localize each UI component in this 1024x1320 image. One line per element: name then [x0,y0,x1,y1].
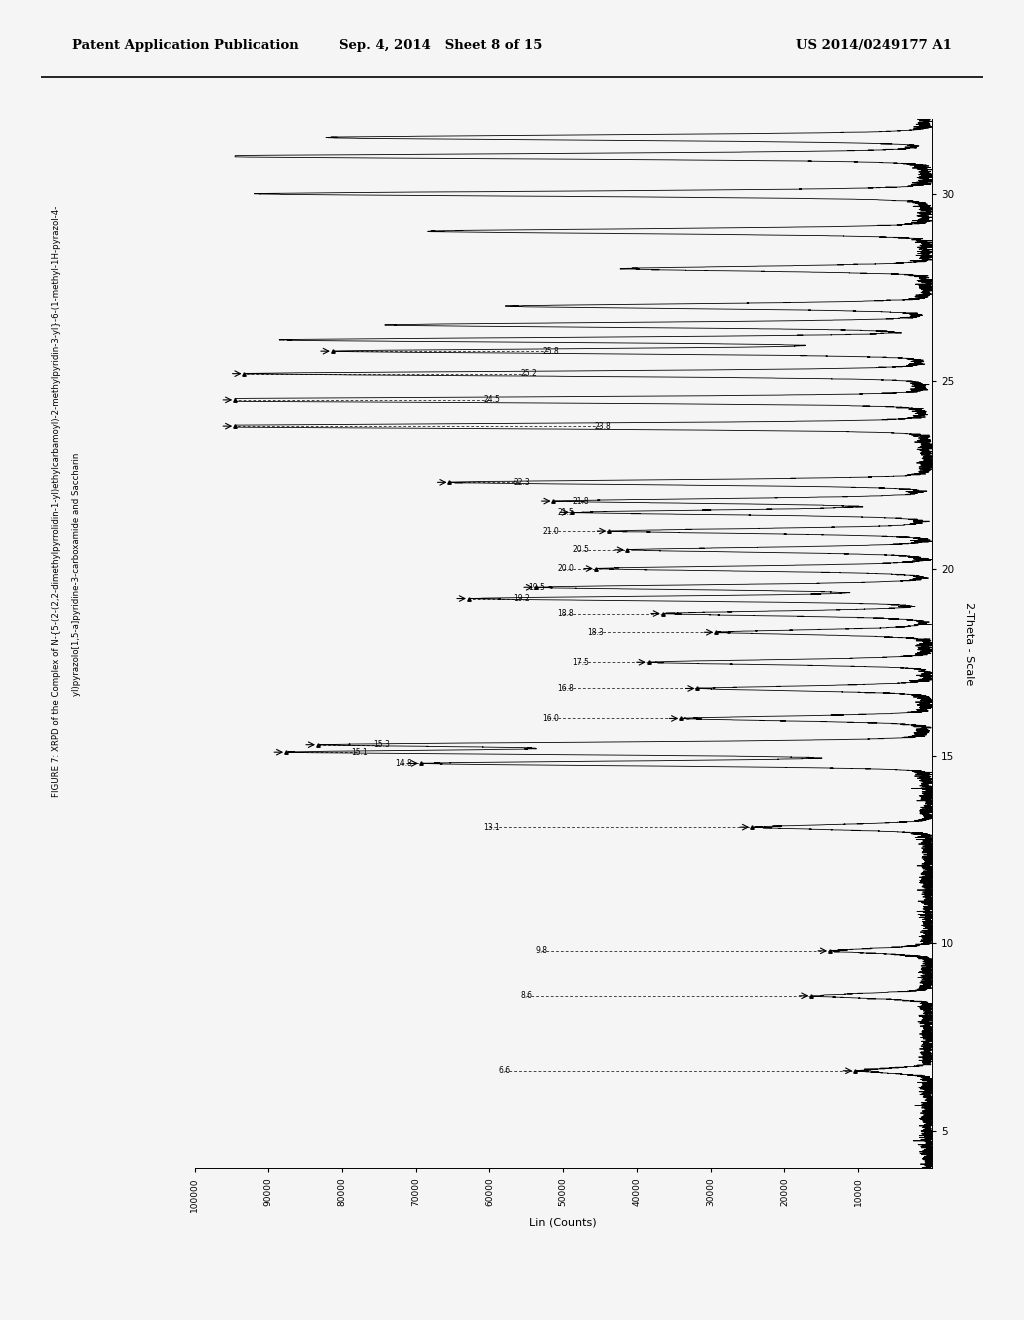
Text: 22.3: 22.3 [513,478,529,487]
Text: 9.8: 9.8 [536,946,547,956]
Text: 18.3: 18.3 [587,628,603,636]
Text: 25.8: 25.8 [543,347,559,355]
Text: 21.0: 21.0 [543,527,559,536]
Text: 19.2: 19.2 [513,594,529,603]
Text: Patent Application Publication: Patent Application Publication [72,40,298,53]
Text: 6.6: 6.6 [499,1067,510,1076]
Text: Sep. 4, 2014   Sheet 8 of 15: Sep. 4, 2014 Sheet 8 of 15 [339,40,542,53]
Text: 8.6: 8.6 [520,991,532,1001]
Text: 20.0: 20.0 [557,564,574,573]
Text: 13.1: 13.1 [483,822,501,832]
Text: 24.5: 24.5 [483,396,501,404]
Text: 25.2: 25.2 [520,370,538,378]
Text: 21.5: 21.5 [557,508,574,517]
Y-axis label: 2-Theta - Scale: 2-Theta - Scale [964,602,974,685]
Text: 23.8: 23.8 [594,421,611,430]
Text: 15.1: 15.1 [351,747,368,756]
Text: 15.3: 15.3 [373,741,390,750]
Text: 14.8: 14.8 [395,759,412,768]
Text: 16.0: 16.0 [543,714,559,723]
Text: 19.5: 19.5 [527,583,545,591]
Text: 16.8: 16.8 [557,684,574,693]
Text: 17.5: 17.5 [572,657,589,667]
Text: 18.8: 18.8 [557,609,573,618]
Text: FIGURE 7: XRPD of the Complex of N-{5-(2-(2,2-dimethylpyrrolidin-1-yl)ethylcarba: FIGURE 7: XRPD of the Complex of N-{5-(2… [52,206,60,797]
Text: yl)pyrazolo[1,5-a]pyridine-3-carboxamide and Saccharin: yl)pyrazolo[1,5-a]pyridine-3-carboxamide… [73,453,81,696]
Text: 20.5: 20.5 [572,545,589,554]
Text: 21.8: 21.8 [572,496,589,506]
Text: US 2014/0249177 A1: US 2014/0249177 A1 [797,40,952,53]
X-axis label: Lin (Counts): Lin (Counts) [529,1217,597,1228]
